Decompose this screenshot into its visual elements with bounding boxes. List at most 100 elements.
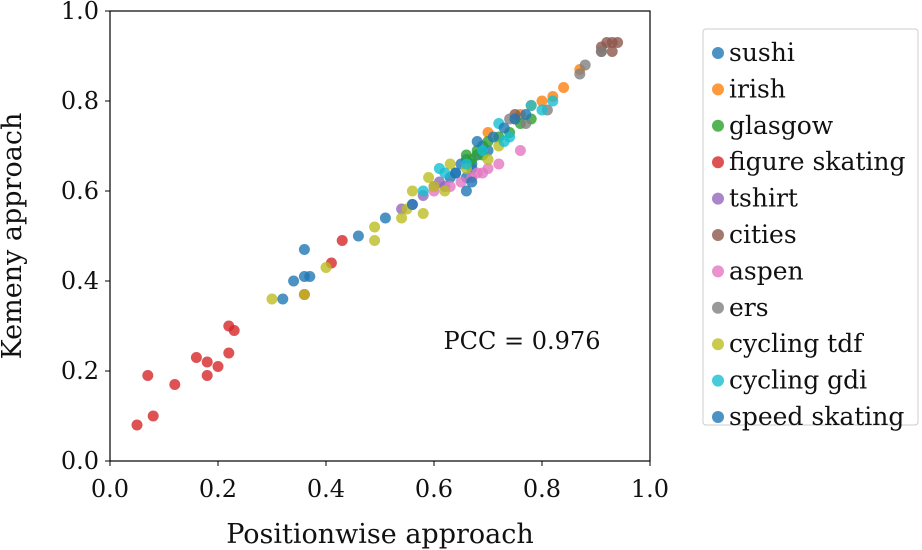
point-cities-3 [612, 37, 624, 48]
point-cycling-tdf-8 [417, 208, 429, 219]
legend-marker-speed-skating [712, 411, 724, 423]
point-figure-skating-0 [131, 419, 143, 431]
point-cycling-gdi-8 [536, 104, 548, 116]
point-figure-skating-5 [201, 356, 213, 368]
point-cities-4 [606, 46, 618, 57]
legend-label-tshirt: tshirt [729, 184, 798, 213]
legend-marker-ers [712, 301, 724, 314]
legend-item-cycling-gdi: cycling gdi [712, 366, 867, 395]
point-cycling-tdf-1 [298, 289, 310, 300]
legend-label-ers: ers [729, 293, 769, 322]
point-cycling-gdi-4 [477, 145, 489, 156]
y-tick-label-4: 0.8 [61, 87, 99, 115]
point-ers-1 [520, 118, 532, 129]
point-figure-skating-3 [169, 379, 181, 390]
point-cycling-gdi-7 [525, 100, 537, 111]
legend-label-sushi: sushi [729, 38, 795, 67]
point-figure-skating-13 [336, 235, 348, 246]
point-speed-skating-0 [277, 293, 289, 305]
x-tick-label-5: 1.0 [631, 475, 669, 503]
point-ers-4 [579, 59, 591, 71]
x-tick-label-1: 0.2 [199, 475, 237, 503]
point-ers-5 [595, 46, 607, 57]
point-speed-skating-11 [471, 136, 483, 147]
legend-label-cycling-gdi: cycling gdi [729, 366, 867, 395]
point-figure-skating-8 [223, 347, 235, 359]
points-layer [131, 37, 624, 431]
point-speed-skating-13 [498, 122, 510, 134]
point-cycling-gdi-3 [460, 158, 472, 170]
point-figure-skating-7 [212, 361, 224, 372]
legend-label-speed-skating: speed skating [729, 402, 904, 431]
legend-label-cities: cities [729, 220, 797, 249]
legend: sushi irish glasgow figure skating tshirt cit… [712, 38, 906, 431]
legend-label-cycling-tdf: cycling tdf [729, 329, 864, 358]
point-speed-skating-9 [460, 185, 472, 197]
point-speed-skating-6 [379, 212, 391, 224]
y-axis-label: Kemeny approach [0, 113, 28, 360]
legend-item-sushi: sushi [712, 38, 795, 67]
x-tick-label-2: 0.4 [307, 475, 345, 503]
legend-label-aspen: aspen [729, 256, 804, 285]
x-axis-label: Positionwise approach [226, 519, 534, 550]
x-tick-label-0: 0.0 [91, 475, 129, 503]
legend-item-cycling-tdf: cycling tdf [712, 329, 864, 358]
point-cycling-gdi-9 [547, 95, 559, 107]
point-aspen-2 [455, 176, 467, 188]
legend-label-glasgow: glasgow [729, 111, 834, 140]
legend-label-irish: irish [729, 74, 786, 103]
point-speed-skating-8 [450, 167, 462, 179]
legend-item-speed-skating: speed skating [712, 402, 904, 431]
point-speed-skating-3 [298, 244, 310, 255]
legend-item-figure-skating: figure skating [712, 147, 906, 176]
y-tick-label-0: 0.0 [61, 447, 99, 475]
point-figure-skating-1 [142, 370, 154, 381]
point-cycling-tdf-2 [320, 262, 332, 273]
y-tick-label-1: 0.2 [61, 357, 99, 385]
point-speed-skating-1 [288, 275, 300, 287]
point-figure-skating-6 [201, 370, 213, 381]
point-aspen-8 [514, 145, 526, 156]
point-speed-skating-5 [352, 230, 364, 242]
point-cycling-gdi-2 [439, 167, 451, 179]
point-figure-skating-10 [228, 325, 240, 336]
point-speed-skating-7 [406, 199, 418, 210]
point-speed-skating-10 [466, 176, 478, 188]
point-irish-5 [558, 82, 570, 93]
legend-marker-figure-skating [712, 156, 724, 169]
pcc-annotation: PCC = 0.976 [444, 327, 601, 355]
point-cycling-tdf-4 [369, 221, 381, 233]
point-cycling-tdf-9 [423, 172, 435, 183]
legend-marker-cycling-tdf [712, 338, 724, 351]
point-speed-skating-14 [509, 113, 521, 125]
legend-item-irish: irish [712, 74, 786, 103]
legend-marker-tshirt [712, 192, 724, 205]
point-aspen-6 [482, 163, 494, 174]
point-cycling-tdf-10 [428, 181, 440, 192]
legend-marker-cities [712, 229, 724, 241]
legend-label-figure-skating: figure skating [729, 147, 906, 176]
legend-marker-sushi [712, 47, 724, 59]
point-figure-skating-2 [147, 410, 159, 422]
x-tick-label-4: 0.8 [523, 475, 561, 503]
point-cycling-tdf-3 [369, 235, 381, 246]
point-irish-3 [536, 95, 548, 107]
y-tick-label-5: 1.0 [61, 0, 99, 25]
legend-item-ers: ers [712, 293, 769, 322]
legend-box [702, 28, 919, 426]
point-cycling-gdi-10 [498, 136, 510, 147]
legend-item-cities: cities [712, 220, 797, 249]
point-aspen-7 [493, 158, 505, 170]
legend-item-tshirt: tshirt [712, 184, 798, 213]
point-speed-skating-12 [487, 131, 499, 143]
point-speed-skating-4 [304, 271, 316, 282]
point-cycling-tdf-12 [444, 158, 456, 170]
point-cycling-tdf-11 [439, 185, 451, 197]
legend-item-aspen: aspen [712, 256, 804, 285]
x-tick-label-3: 0.6 [415, 475, 453, 503]
y-tick-label-2: 0.4 [61, 267, 99, 295]
point-speed-skating-15 [520, 109, 532, 120]
point-cycling-tdf-0 [266, 293, 278, 305]
point-cycling-tdf-14 [482, 154, 494, 165]
